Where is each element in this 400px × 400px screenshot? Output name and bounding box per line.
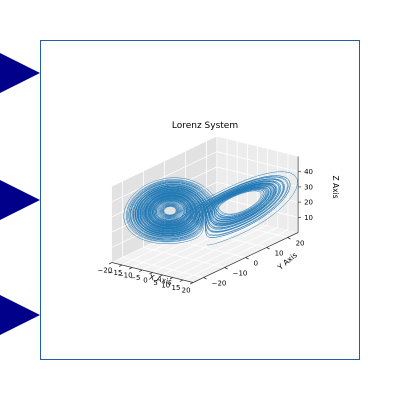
x-tick-mark bbox=[139, 269, 143, 272]
grid-line bbox=[111, 151, 218, 203]
y-tick-mark bbox=[203, 277, 207, 280]
x-tick-mark bbox=[129, 267, 133, 270]
z-tick-label: 40 bbox=[304, 168, 313, 176]
x-tick-label: 15 bbox=[171, 284, 180, 292]
grid-line bbox=[216, 166, 299, 188]
x-tick-mark bbox=[189, 282, 194, 285]
x-tick-label: 20 bbox=[182, 287, 191, 295]
lorenz-trajectory bbox=[123, 171, 298, 246]
grid-line bbox=[122, 257, 204, 278]
y-tick-label: 0 bbox=[254, 260, 258, 268]
y-tick-mark bbox=[287, 237, 291, 240]
pointer-arrow-top bbox=[0, 53, 40, 93]
y-tick-label: −20 bbox=[212, 280, 227, 288]
x-tick-mark bbox=[108, 262, 113, 265]
x-tick-label: −20 bbox=[98, 267, 113, 275]
chart-frame: −20 −15 −10 −5 0 5 10 15 20 −20 −10 0 10 20 10 20 30 40 L… bbox=[40, 40, 360, 360]
z-tick-label: 10 bbox=[304, 214, 313, 222]
y-tick-label: 20 bbox=[296, 240, 305, 248]
x-tick-mark bbox=[169, 277, 173, 280]
x-tick-label: −10 bbox=[118, 272, 133, 280]
y-tick-mark bbox=[266, 247, 270, 250]
z-tick-label: 30 bbox=[304, 183, 313, 191]
x-tick-mark bbox=[149, 272, 153, 275]
grid-line bbox=[216, 181, 299, 203]
x-tick-label: 10 bbox=[161, 282, 170, 290]
x-tick-label: 0 bbox=[143, 277, 147, 285]
chart-title: Lorenz System bbox=[172, 121, 238, 131]
x-tick-label: −15 bbox=[108, 269, 123, 277]
x-tick-label: −5 bbox=[130, 274, 140, 282]
y-tick-label: 10 bbox=[275, 250, 284, 258]
grid-line bbox=[164, 237, 246, 258]
grid-line bbox=[143, 247, 225, 268]
axis-lines bbox=[108, 156, 302, 285]
series-line bbox=[123, 171, 298, 246]
pointer-arrow-middle bbox=[0, 180, 40, 220]
x-tick-mark bbox=[179, 279, 184, 282]
x-tick-mark bbox=[118, 264, 123, 267]
x-tick-mark bbox=[159, 274, 163, 277]
y-tick-mark bbox=[224, 267, 228, 270]
z-axis-label: Z Axis bbox=[331, 175, 340, 198]
z-tick-label: 20 bbox=[304, 199, 313, 207]
y-tick-label: −10 bbox=[233, 270, 248, 278]
pointer-arrow-bottom bbox=[0, 295, 40, 335]
y-tick-mark bbox=[245, 257, 249, 260]
x-tick-label: 5 bbox=[153, 279, 157, 287]
grid-line bbox=[216, 151, 299, 173]
